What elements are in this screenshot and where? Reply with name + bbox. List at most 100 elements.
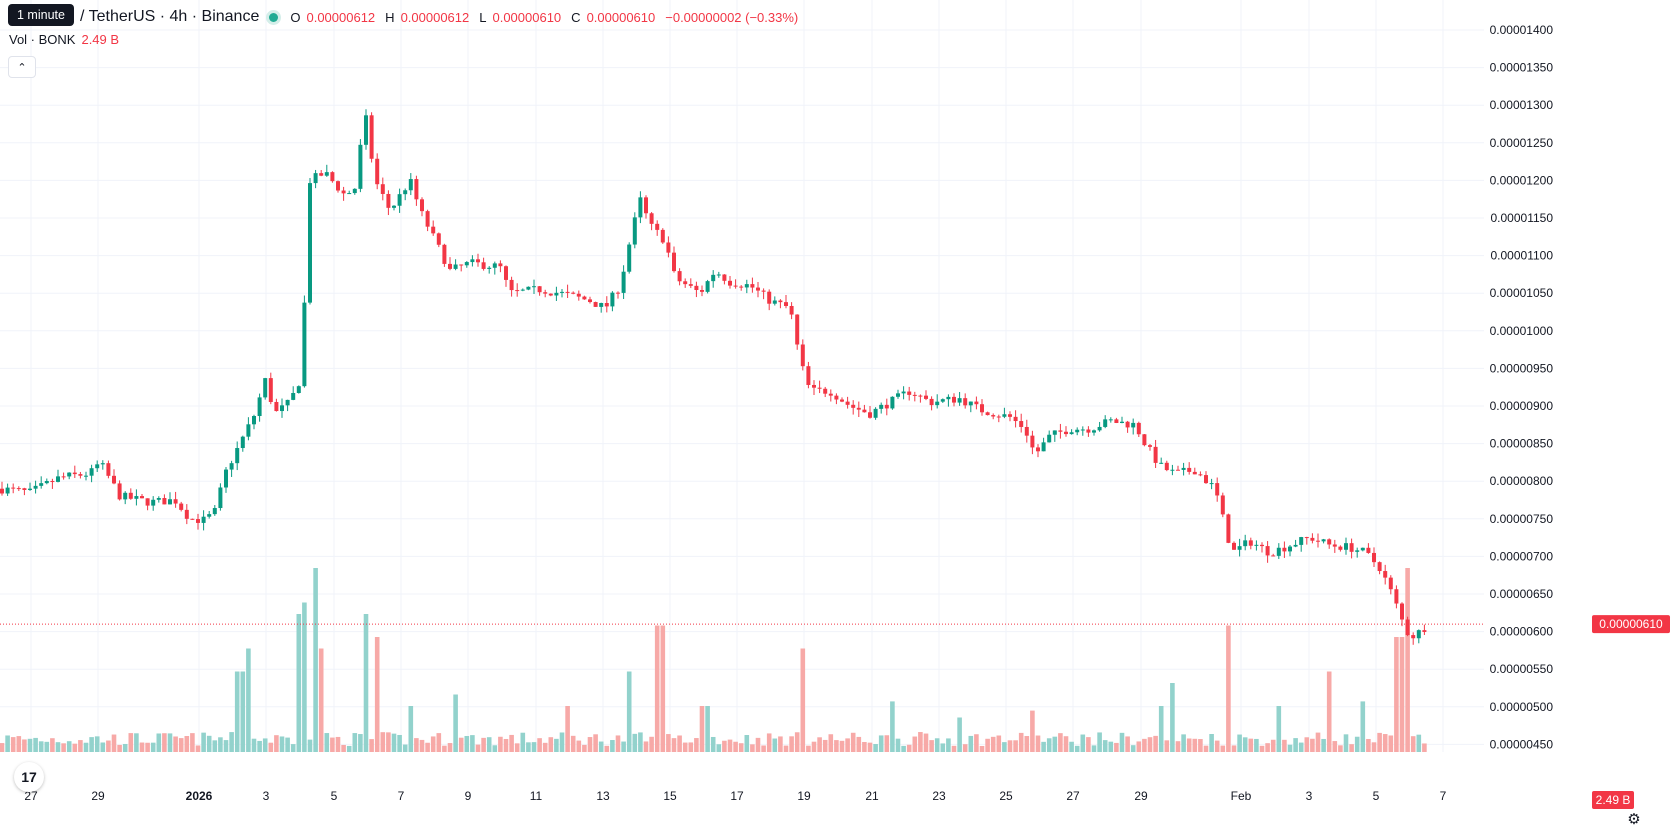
volume-bar xyxy=(386,732,391,752)
low-key: L xyxy=(479,9,487,25)
candle-body xyxy=(1176,469,1180,471)
candle-body xyxy=(795,314,800,345)
volume-bar xyxy=(878,735,884,752)
volume-bar xyxy=(122,743,128,752)
candle-body xyxy=(464,262,469,266)
candle-body xyxy=(526,286,531,290)
candle-body xyxy=(907,391,912,395)
volume-bar xyxy=(565,706,570,752)
candle-body xyxy=(179,503,184,510)
candle-body xyxy=(436,233,441,245)
volume-bar xyxy=(677,735,682,752)
chevron-up-icon[interactable]: ⌃ xyxy=(8,56,36,78)
candle-body xyxy=(229,463,234,470)
candle-body xyxy=(95,464,100,469)
volume-bar xyxy=(223,740,229,752)
volume-bar xyxy=(318,648,324,752)
volume-bar xyxy=(867,742,873,752)
candle-body xyxy=(728,280,732,286)
candle-body xyxy=(1355,550,1360,552)
candle-body xyxy=(604,303,609,307)
candle-body xyxy=(302,302,307,387)
volume-bar xyxy=(800,648,806,752)
volume-bar xyxy=(895,738,901,752)
candle-body xyxy=(1360,547,1365,551)
candle-body xyxy=(660,229,665,243)
volume-bar xyxy=(783,745,789,752)
time-axis[interactable]: 27 29 2026 3 5 7 9 11 13 15 17 19 21 23 25 27 29 Feb 3 5 7 xyxy=(24,789,1446,803)
candle-body xyxy=(694,285,699,291)
volume-bar xyxy=(761,745,766,752)
candle-body xyxy=(1366,547,1371,553)
candle-body xyxy=(123,492,128,500)
candle-body xyxy=(459,264,464,266)
volume-legend: Vol · BONK 2.49 B xyxy=(9,32,119,47)
volume-bar xyxy=(1332,741,1338,752)
candle-body xyxy=(1086,429,1091,433)
candle-body xyxy=(784,302,788,306)
candle-body xyxy=(392,205,396,208)
candle-body xyxy=(476,259,480,263)
volume-bar xyxy=(358,734,363,752)
volume-bar xyxy=(738,743,744,752)
high-value: 0.00000612 xyxy=(400,9,470,25)
candle-body xyxy=(1237,546,1242,550)
timeframe-badge[interactable]: 1 minute xyxy=(8,4,74,26)
volume-bar xyxy=(671,738,677,752)
volume-bar xyxy=(1237,734,1242,752)
price-tick-label: 0.00001050 xyxy=(1490,286,1554,300)
volume-badge: 2.49 B xyxy=(1592,791,1634,809)
volume-bar xyxy=(649,736,654,752)
volume-bar xyxy=(419,739,425,752)
time-tick-label: 29 xyxy=(91,789,105,803)
volume-bar xyxy=(716,744,722,752)
volume-bar xyxy=(145,742,150,752)
volume-bar xyxy=(296,614,302,752)
volume-bar xyxy=(1158,706,1164,752)
candle-body xyxy=(403,190,408,195)
volume-bar xyxy=(1013,740,1018,752)
volume-bar xyxy=(352,733,358,752)
volume-bar xyxy=(912,736,918,752)
volume-bar xyxy=(78,740,83,752)
candle-body xyxy=(610,292,615,307)
candle-body xyxy=(548,293,553,296)
volume-bar xyxy=(990,736,996,752)
volume-bar xyxy=(604,745,610,752)
volume-bar xyxy=(974,734,979,752)
volume-bar xyxy=(576,740,582,752)
candle-body xyxy=(414,179,419,200)
candle-body xyxy=(162,498,167,505)
volume-bar xyxy=(1343,734,1349,752)
volume-bar xyxy=(582,744,587,752)
volume-bar xyxy=(486,737,492,752)
candle-body xyxy=(1114,419,1119,423)
price-axis[interactable]: 0.00001400 0.00001350 0.00001300 0.00001250… xyxy=(1490,23,1554,751)
volume-bar xyxy=(447,743,453,752)
volume-bar xyxy=(934,738,940,752)
time-tick-label: 3 xyxy=(1306,789,1313,803)
chart-grid xyxy=(0,0,1484,752)
candle-body xyxy=(1344,543,1348,550)
volume-bar xyxy=(923,733,929,752)
time-tick-label: 3 xyxy=(263,789,270,803)
volume-bar xyxy=(402,744,408,752)
candle-body xyxy=(263,378,268,398)
symbol-title[interactable]: / TetherUS · 4h · Binance xyxy=(80,8,260,25)
tradingview-logo-icon[interactable]: 17 xyxy=(14,762,44,792)
time-tick-label: 5 xyxy=(1373,789,1380,803)
gear-icon[interactable]: ⚙ xyxy=(1627,811,1641,828)
price-tick-label: 0.00001400 xyxy=(1490,23,1554,37)
volume-bar xyxy=(380,732,386,752)
price-tick-label: 0.00000850 xyxy=(1490,437,1554,451)
volume-bar xyxy=(425,742,430,752)
candle-body xyxy=(425,211,430,227)
candle-body xyxy=(1002,414,1007,417)
volume-bar xyxy=(828,734,834,752)
candle-body xyxy=(1304,537,1309,539)
candle-body xyxy=(532,286,536,288)
volume-bar xyxy=(1097,732,1102,752)
volume-bar xyxy=(139,742,145,752)
